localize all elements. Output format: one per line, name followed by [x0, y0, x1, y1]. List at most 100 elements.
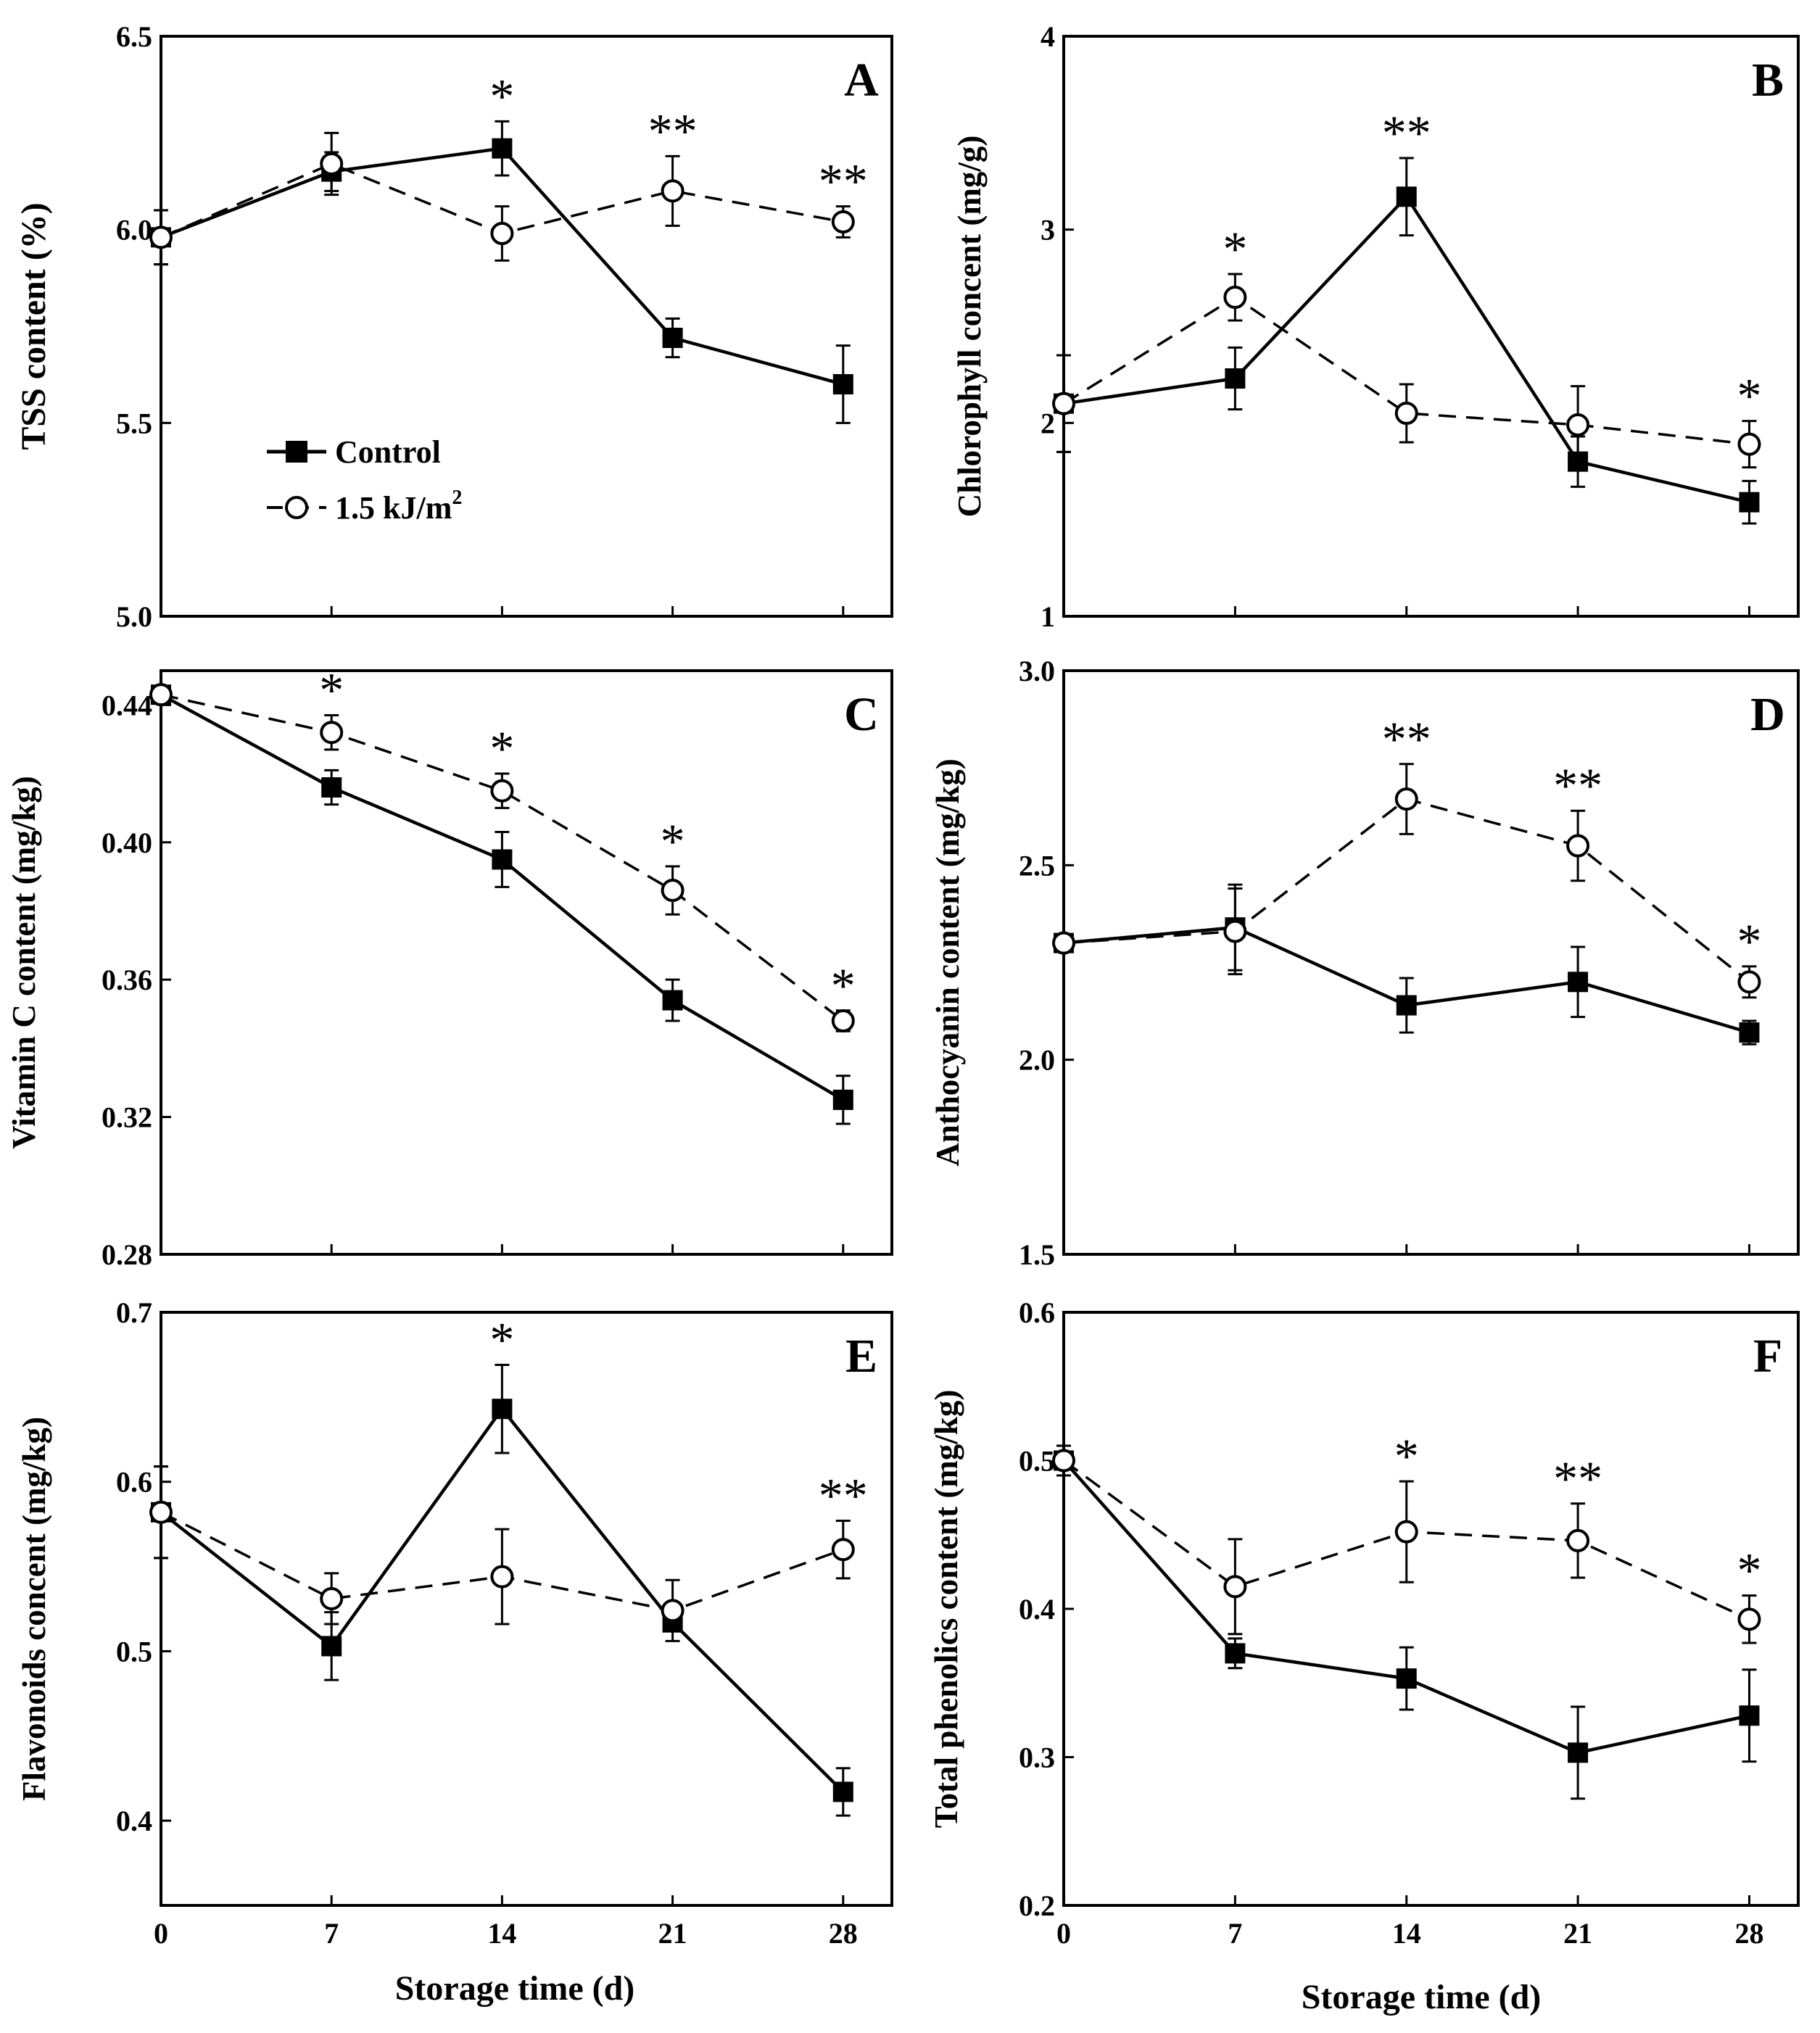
- y-tick-label-a: 6.5: [116, 20, 152, 53]
- panel-letter-e: E: [845, 1330, 877, 1383]
- series-treated-c: [149, 683, 855, 1032]
- treated-point-a: [661, 179, 684, 203]
- control-point-f: [1739, 1705, 1760, 1726]
- x-axis-title-right: Storage time (d): [1302, 1978, 1542, 2016]
- treated-point-e: [661, 1599, 684, 1623]
- x-tick-label-f: 28: [1734, 1917, 1763, 1950]
- series-treated-f: [1052, 1444, 1761, 1644]
- y-tick-label-b: 2: [1041, 407, 1055, 439]
- significance-marker-c: *: [319, 663, 344, 718]
- legend-control-label: Control: [335, 434, 441, 470]
- treated-point-c: [831, 1009, 855, 1032]
- panel-e: 0.4 0.5 0.6 0.7 0 7 14 21 28 Flavonoids concent (…: [16, 1296, 893, 1950]
- y-tick-label-d: 1.5: [1019, 1238, 1055, 1271]
- treated-point-b: [1566, 413, 1590, 436]
- treated-point-c: [320, 721, 344, 745]
- panel-f: 0.2 0.3 0.4 0.5 0.6 0 7 14 21 28 Total phenolics c…: [928, 1296, 1800, 1950]
- plot-frame-f: [1062, 1311, 1800, 1907]
- control-point-f: [1396, 1668, 1417, 1689]
- y-axis-title-b: Chlorophyll concent (mg/g): [951, 136, 988, 518]
- treated-point-a: [149, 225, 173, 249]
- control-point-f: [1568, 1742, 1589, 1763]
- series-control-d: [1054, 883, 1760, 1046]
- treated-point-c: [490, 779, 514, 803]
- control-point-e: [321, 1636, 342, 1657]
- y-axis-title-d: Anthocyanin content (mg/kg): [930, 758, 966, 1167]
- control-point-b: [1739, 492, 1760, 513]
- treated-line-c: [160, 693, 844, 1022]
- control-point-d: [1568, 972, 1589, 993]
- control-point-c: [832, 1089, 853, 1110]
- control-point-d: [1396, 995, 1417, 1016]
- legend-treated-label: 1.5 kJ/m2: [335, 486, 462, 526]
- control-point-b: [1396, 186, 1417, 207]
- control-point-e: [492, 1399, 513, 1420]
- significance-marker-d: *: [1737, 914, 1761, 969]
- treated-point-b: [1737, 432, 1761, 456]
- panel-c: 0.28 0.32 0.36 0.40 0.44 Vitamin C content (m…: [6, 663, 893, 1271]
- treated-point-d: [1223, 919, 1247, 943]
- control-point-f: [1225, 1643, 1246, 1664]
- significance-marker-d: **: [1553, 758, 1602, 813]
- treated-point-e: [490, 1565, 514, 1589]
- y-axis-title-f: Total phenolics content (mg/kg): [928, 1390, 964, 1829]
- treated-point-c: [149, 683, 173, 707]
- y-axis-title-a: TSS content (%): [15, 202, 53, 450]
- significance-marker-e: **: [819, 1467, 868, 1523]
- treated-point-f: [1223, 1575, 1247, 1599]
- treated-point-e: [320, 1586, 344, 1610]
- significance-marker-b: **: [1382, 105, 1431, 160]
- treated-point-b: [1052, 392, 1075, 415]
- y-tick-label-a: 6.0: [116, 214, 152, 247]
- legend-treated-text: 1.5 kJ/m: [335, 490, 452, 526]
- series-treated-e: [149, 1465, 855, 1642]
- significance-marker-b: *: [1223, 221, 1247, 276]
- treated-point-d: [1052, 931, 1075, 955]
- series-treated-a: [149, 131, 855, 266]
- control-line-b: [1063, 194, 1750, 504]
- y-axis-title-c: Vitamin C content (mg/kg): [6, 776, 42, 1149]
- panel-letter-f: F: [1753, 1330, 1782, 1383]
- control-point-b: [1225, 368, 1246, 389]
- treated-point-f: [1737, 1607, 1761, 1631]
- control-point-c: [321, 777, 342, 798]
- y-tick-label-f: 0.2: [1019, 1889, 1055, 1922]
- y-tick-label-f: 0.5: [1019, 1445, 1055, 1478]
- x-tick-label-f: 7: [1228, 1917, 1242, 1950]
- x-tick-label-f: 14: [1392, 1917, 1421, 1950]
- significance-marker-e: *: [489, 1312, 514, 1367]
- y-tick-label-b: 3: [1041, 214, 1055, 247]
- y-tick-label-f: 0.3: [1019, 1742, 1055, 1774]
- x-tick-label-e: 14: [487, 1917, 516, 1950]
- plot-frame-d: [1062, 669, 1800, 1256]
- treated-point-c: [661, 879, 684, 903]
- significance-marker-f: **: [1553, 1451, 1602, 1506]
- y-tick-label-b: 4: [1041, 20, 1055, 53]
- significance-marker-c: *: [661, 813, 685, 869]
- y-axis-title-e: Flavonoids concent (mg/kg): [16, 1417, 52, 1801]
- significance-marker-a: **: [648, 103, 698, 158]
- treated-point-d: [1566, 834, 1590, 858]
- treated-point-e: [831, 1538, 855, 1562]
- y-tick-label-e: 0.4: [116, 1805, 152, 1837]
- treated-point-e: [149, 1500, 173, 1524]
- y-tick-label-c: 0.44: [102, 689, 152, 721]
- plot-frame-b: [1062, 35, 1800, 618]
- y-tick-label-e: 0.6: [116, 1466, 152, 1499]
- x-axis-title-left: Storage time (d): [395, 1969, 635, 2008]
- y-tick-label-c: 0.40: [102, 827, 152, 859]
- y-tick-label-c: 0.32: [102, 1101, 152, 1134]
- panel-letter-a: A: [844, 54, 879, 107]
- y-tick-label-d: 2.5: [1019, 849, 1055, 882]
- significance-marker-c: *: [489, 721, 514, 776]
- x-tick-label-e: 21: [658, 1917, 687, 1950]
- control-point-a: [832, 374, 853, 394]
- x-tick-label-e: 7: [324, 1917, 339, 1950]
- treated-point-f: [1052, 1449, 1075, 1473]
- control-point-d: [1739, 1022, 1760, 1043]
- control-point-a: [492, 138, 513, 159]
- control-point-c: [492, 849, 513, 870]
